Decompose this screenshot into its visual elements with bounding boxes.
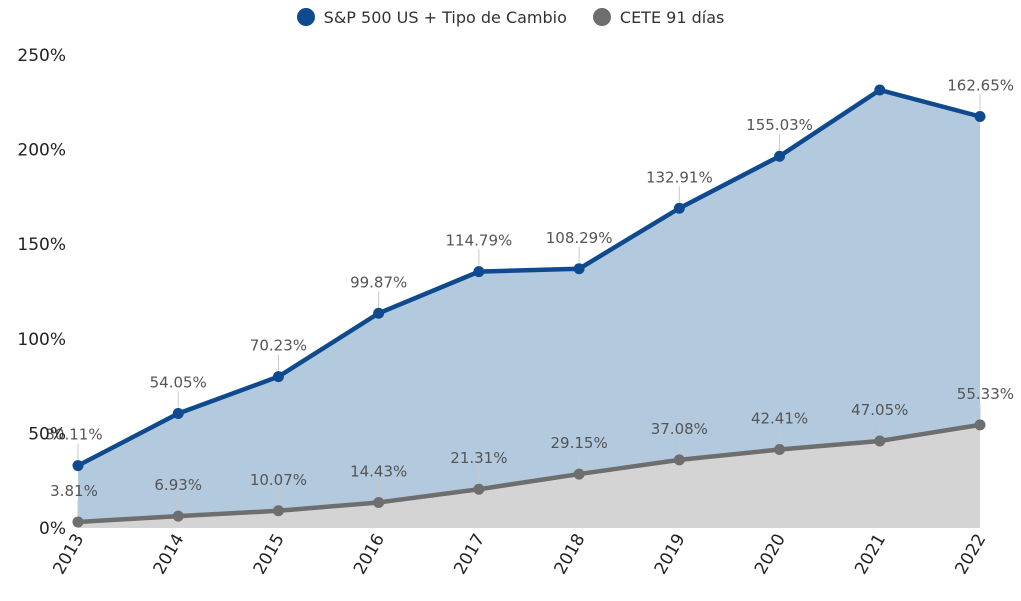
y-tick-label: 100% bbox=[17, 330, 66, 350]
data-label: 55.33% bbox=[957, 385, 1014, 403]
x-tick-label: 2015 bbox=[250, 531, 289, 578]
x-tick-label: 2022 bbox=[951, 531, 990, 578]
data-point[interactable] bbox=[673, 454, 685, 466]
data-point[interactable] bbox=[974, 110, 986, 122]
data-point[interactable] bbox=[272, 371, 284, 383]
series-line-0 bbox=[75, 87, 983, 468]
data-label: 3.81% bbox=[50, 482, 98, 500]
data-point[interactable] bbox=[573, 468, 585, 480]
legend-item-cete[interactable]: CETE 91 días bbox=[592, 7, 725, 27]
data-point[interactable] bbox=[874, 435, 886, 447]
chart-legend: S&P 500 US + Tipo de Cambio CETE 91 días bbox=[0, 4, 1021, 30]
data-label: 21.31% bbox=[450, 449, 507, 467]
data-label: 6.93% bbox=[154, 476, 202, 494]
data-point[interactable] bbox=[673, 202, 685, 214]
data-label: 108.29% bbox=[546, 229, 613, 247]
legend-label-cete: CETE 91 días bbox=[619, 7, 725, 27]
data-point[interactable] bbox=[373, 307, 385, 319]
data-point[interactable] bbox=[72, 516, 84, 528]
data-label: 54.05% bbox=[150, 374, 207, 392]
x-tick-label: 2017 bbox=[450, 531, 489, 578]
data-label: 114.79% bbox=[446, 232, 513, 250]
data-point[interactable] bbox=[473, 483, 485, 495]
data-label: 132.91% bbox=[646, 168, 713, 186]
data-point[interactable] bbox=[373, 496, 385, 508]
data-label: 42.41% bbox=[751, 409, 808, 427]
y-tick-label: 50% bbox=[28, 424, 66, 444]
data-label: 155.03% bbox=[746, 116, 813, 134]
x-tick-label: 2014 bbox=[150, 531, 189, 578]
data-label: 30.11% bbox=[45, 426, 102, 444]
data-label: 99.87% bbox=[350, 273, 407, 291]
data-label: 29.15% bbox=[551, 434, 608, 452]
y-tick-label: 0% bbox=[39, 519, 66, 539]
x-tick-label: 2020 bbox=[751, 531, 790, 578]
data-label: 37.08% bbox=[651, 420, 708, 438]
data-point[interactable] bbox=[272, 505, 284, 517]
data-point[interactable] bbox=[874, 84, 886, 96]
x-tick-label: 2021 bbox=[851, 531, 890, 578]
data-label: 47.05% bbox=[851, 401, 908, 419]
data-point[interactable] bbox=[774, 443, 786, 455]
legend-label-sp500: S&P 500 US + Tipo de Cambio bbox=[323, 7, 567, 27]
data-point[interactable] bbox=[974, 419, 986, 431]
data-point[interactable] bbox=[473, 266, 485, 278]
legend-swatch-sp500 bbox=[296, 8, 315, 26]
y-tick-label: 250% bbox=[17, 46, 66, 66]
legend-swatch-cete bbox=[592, 8, 611, 26]
data-point[interactable] bbox=[172, 510, 184, 522]
x-tick-label: 2016 bbox=[350, 531, 389, 578]
data-label: 14.43% bbox=[350, 462, 407, 480]
data-point[interactable] bbox=[774, 150, 786, 162]
data-label: 162.65% bbox=[947, 76, 1014, 94]
series-line-1 bbox=[75, 422, 983, 525]
y-tick-label: 200% bbox=[17, 141, 66, 161]
x-tick-label: 2018 bbox=[550, 531, 589, 578]
series-area-1 bbox=[78, 424, 980, 528]
x-tick-label: 2019 bbox=[651, 531, 690, 578]
y-tick-label: 150% bbox=[17, 235, 66, 255]
legend-item-sp500[interactable]: S&P 500 US + Tipo de Cambio bbox=[296, 7, 567, 27]
data-label: 10.07% bbox=[250, 471, 307, 489]
data-label: 70.23% bbox=[250, 337, 307, 355]
data-point[interactable] bbox=[172, 408, 184, 420]
series-area-0 bbox=[78, 90, 980, 528]
data-point[interactable] bbox=[72, 460, 84, 472]
data-point[interactable] bbox=[573, 263, 585, 275]
